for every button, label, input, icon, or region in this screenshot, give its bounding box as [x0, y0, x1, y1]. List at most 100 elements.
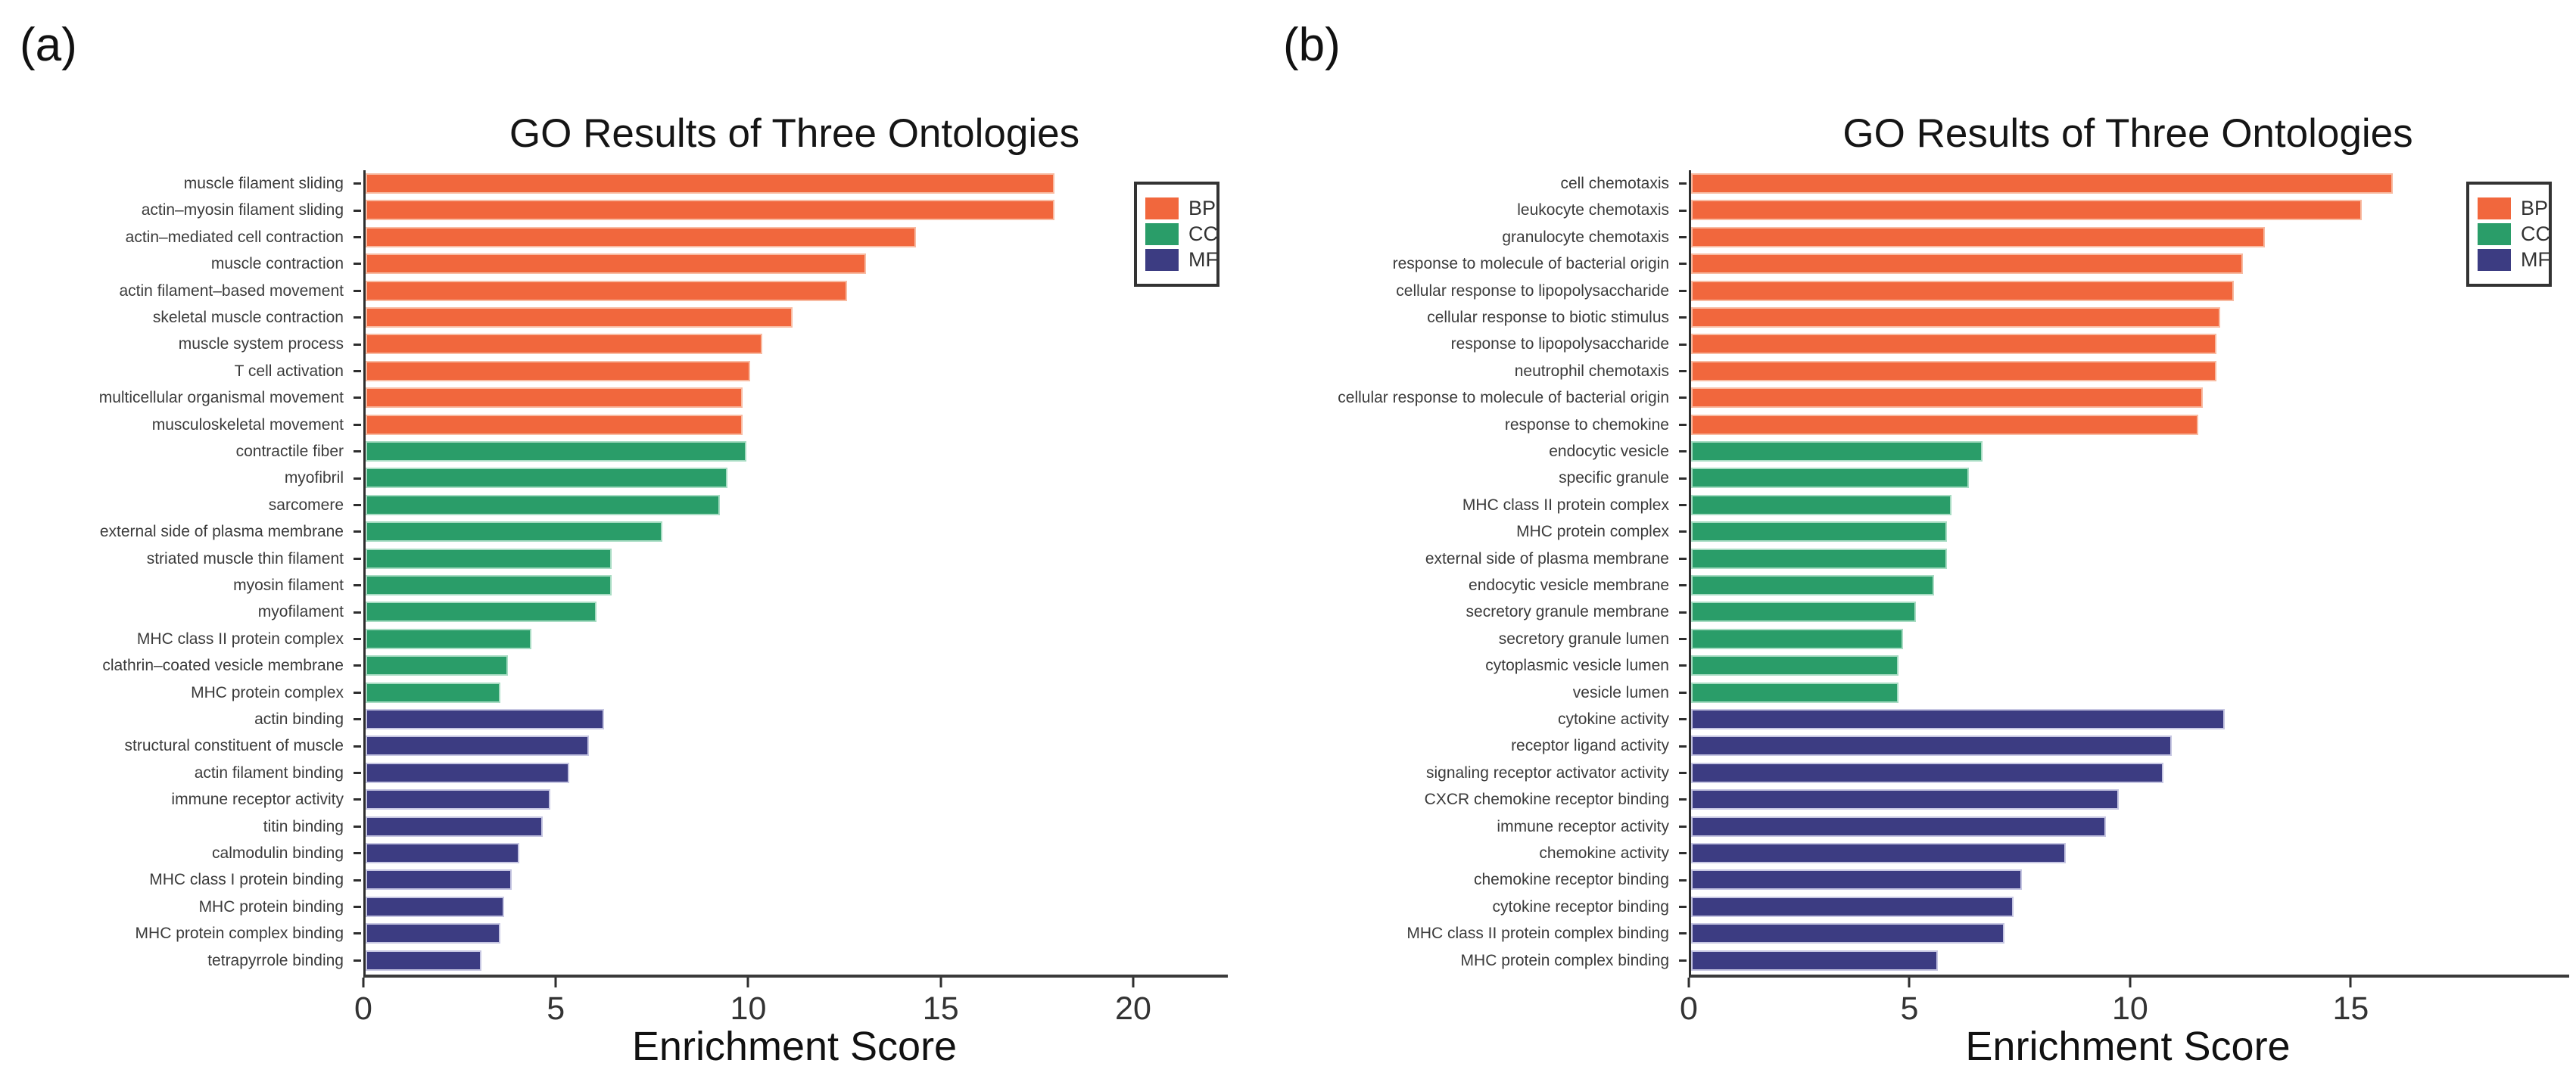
bar-cc [366, 441, 747, 462]
y-tick-mark [354, 906, 361, 908]
x-tick-mark [362, 978, 365, 987]
y-tick-mark [354, 370, 361, 372]
y-tick-mark [354, 209, 361, 212]
y-axis-label: actin–mediated cell contraction [125, 228, 344, 246]
y-tick-mark [1679, 906, 1687, 908]
legend-swatch-cc [1145, 223, 1179, 245]
y-axis-label: response to chemokine [1504, 415, 1669, 434]
y-tick-mark [1679, 878, 1687, 882]
y-tick-mark [354, 745, 361, 748]
x-tick-label: 20 [1115, 990, 1151, 1027]
y-axis-label: MHC protein complex [1516, 523, 1669, 541]
bar-mf [366, 735, 589, 757]
bar-cc [366, 494, 720, 515]
bar-bp [1691, 173, 2393, 194]
y-tick-mark [354, 718, 361, 721]
y-tick-mark [1679, 316, 1687, 319]
y-tick-mark [354, 530, 361, 533]
y-tick-mark [354, 825, 361, 828]
y-tick-mark [1679, 932, 1687, 935]
bar-mf [1691, 816, 2106, 837]
y-tick-mark [1679, 530, 1687, 533]
bar-cc [1691, 655, 1899, 676]
x-tick-label: 15 [2332, 990, 2369, 1027]
bar-mf [366, 789, 551, 810]
x-tick-mark [2349, 978, 2352, 987]
y-axis-label: CXCR chemokine receptor binding [1424, 791, 1669, 809]
bar-mf [1691, 869, 2023, 891]
bar-mf [1691, 762, 2163, 783]
y-tick-mark [354, 611, 361, 614]
y-tick-mark [354, 584, 361, 587]
y-axis-label: cytokine activity [1557, 711, 1669, 728]
y-axis-label: striated muscle thin filament [146, 549, 344, 567]
bar-bp [1691, 334, 2216, 355]
y-tick-mark [1679, 504, 1687, 506]
legend-label: MF [1188, 248, 1218, 271]
x-tick-mark [1687, 978, 1690, 987]
bar-cc [366, 521, 662, 543]
bar-mf [1691, 950, 1939, 971]
y-tick-mark [354, 316, 361, 319]
y-tick-mark [1679, 772, 1687, 774]
y-axis-label: cellular response to biotic stimulus [1427, 309, 1669, 326]
chart-title: GO Results of Three Ontologies [1842, 111, 2413, 156]
x-axis: 0 5 10 15 20 [354, 978, 1226, 1031]
bar-cc [1691, 521, 1948, 543]
chart-title: GO Results of Three Ontologies [509, 111, 1080, 156]
y-tick-mark [354, 504, 361, 506]
y-tick-mark [354, 236, 361, 238]
plot-area [363, 170, 1228, 978]
legend-item-bp: BP [2478, 197, 2549, 219]
y-axis-label: granulocyte chemotaxis [1502, 228, 1669, 246]
x-tick-label: 10 [2111, 990, 2148, 1027]
y-axis-labels: cell chemotaxis leukocyte chemotaxis granu… [1288, 170, 1689, 975]
bar-bp [366, 226, 917, 247]
x-tick-mark [554, 978, 557, 987]
y-axis-label: receptor ligand activity [1511, 737, 1669, 755]
legend-item-cc: CC [1145, 222, 1218, 245]
legend-swatch-mf [1145, 249, 1179, 271]
y-tick-mark [354, 638, 361, 640]
y-tick-mark [354, 423, 361, 426]
bar-mf [366, 816, 543, 837]
legend-item-bp: BP [1145, 197, 1216, 219]
x-tick-mark [2129, 978, 2132, 987]
x-axis: 0 5 10 15 [1680, 978, 2567, 1031]
bar-bp [1691, 360, 2216, 381]
bar-mf [366, 950, 481, 971]
plot-area [1689, 170, 2569, 978]
bar-cc [1691, 468, 1970, 489]
y-axis-label: MHC class II protein complex [1462, 496, 1669, 514]
y-axis-label: endocytic vesicle membrane [1469, 577, 1669, 594]
y-tick-mark [354, 396, 361, 400]
y-axis-label: vesicle lumen [1572, 683, 1669, 701]
y-tick-mark [1679, 450, 1687, 453]
y-tick-mark [354, 664, 361, 667]
x-tick-label: 5 [1900, 990, 1919, 1027]
legend-label: BP [2521, 197, 2549, 219]
bar-bp [1691, 414, 2199, 435]
x-tick-label: 0 [1680, 990, 1698, 1027]
y-axis-label: response to lipopolysaccharide [1450, 335, 1669, 353]
y-tick-mark [1679, 718, 1687, 721]
legend-item-mf: MF [2478, 248, 2550, 271]
bar-mf [1691, 735, 2173, 757]
y-tick-mark [354, 450, 361, 453]
y-tick-mark [1679, 691, 1687, 694]
y-tick-mark [354, 557, 361, 560]
y-axis-label: MHC protein complex [191, 683, 344, 701]
legend-item-cc: CC [2478, 222, 2550, 245]
y-tick-mark [1679, 182, 1687, 185]
bar-bp [366, 387, 743, 409]
y-tick-mark [1679, 477, 1687, 480]
y-tick-mark [1679, 584, 1687, 587]
legend-label: CC [1188, 222, 1218, 245]
bar-mf [366, 869, 512, 891]
y-axis-label: muscle contraction [210, 255, 344, 273]
bar-cc [366, 468, 727, 489]
y-axis-label: external side of plasma membrane [1425, 549, 1669, 567]
y-tick-mark [1679, 745, 1687, 748]
y-axis-label: MHC class II protein complex [136, 630, 344, 648]
y-tick-mark [354, 182, 361, 185]
